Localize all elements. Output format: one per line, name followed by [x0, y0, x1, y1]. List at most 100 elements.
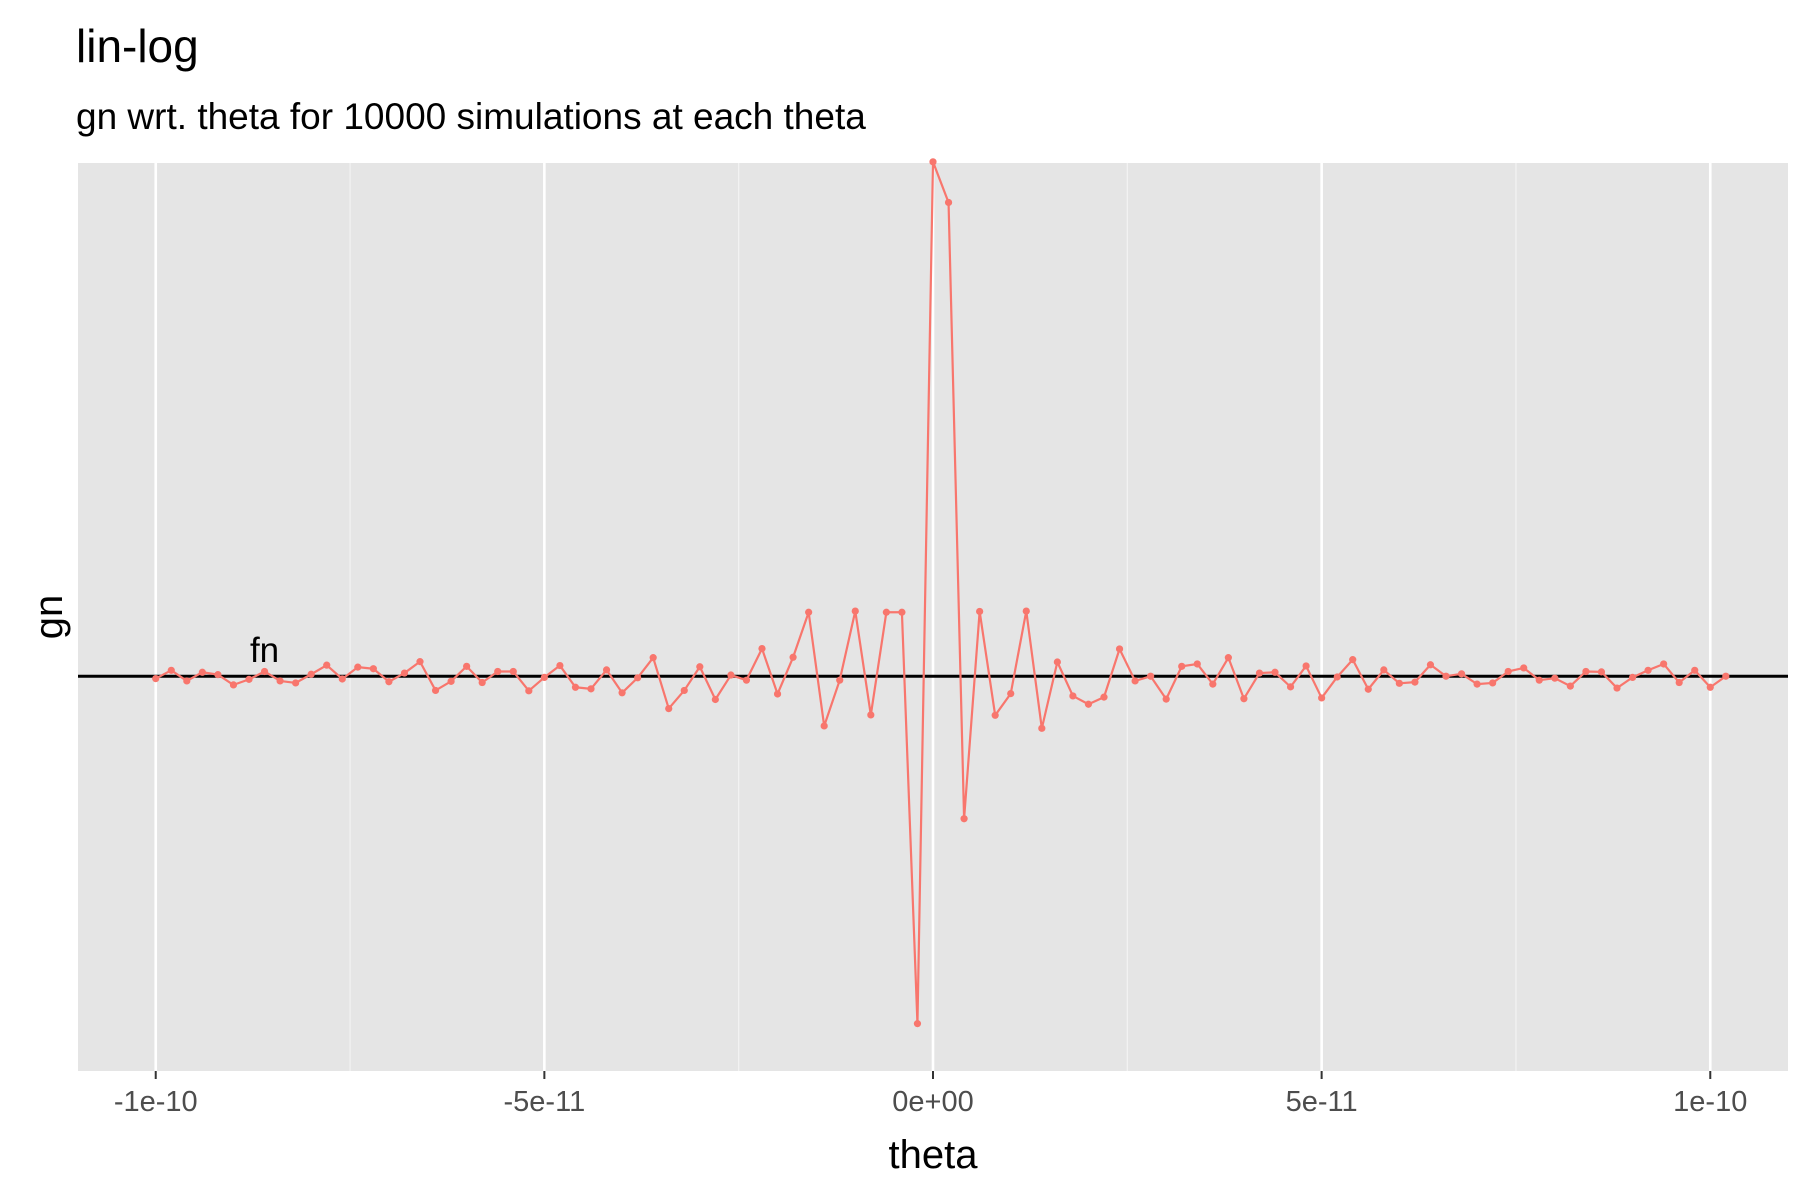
x-tick-label: 0e+00 — [892, 1086, 973, 1118]
data-point — [1582, 667, 1590, 676]
data-point — [944, 198, 953, 207]
chart-subtitle: gn wrt. theta for 10000 simulations at e… — [76, 96, 866, 137]
data-point — [634, 674, 642, 682]
data-point — [431, 686, 440, 695]
data-point — [1318, 694, 1326, 702]
data-point — [1473, 680, 1481, 688]
data-point — [602, 666, 611, 674]
data-point — [805, 608, 813, 616]
data-point — [1162, 695, 1170, 703]
data-point — [1520, 664, 1528, 672]
data-point — [260, 667, 269, 676]
data-point — [991, 711, 999, 719]
data-point — [183, 677, 191, 685]
data-point — [463, 662, 471, 670]
data-point — [1100, 693, 1108, 701]
reference-line-label: fn — [250, 631, 279, 670]
major-gridlines — [154, 163, 1712, 1071]
data-point — [1457, 670, 1466, 678]
data-point — [727, 671, 735, 679]
x-axis-ticks — [154, 1071, 1712, 1079]
data-point — [1115, 645, 1124, 653]
data-point — [1349, 656, 1357, 664]
y-axis-title: gn — [27, 595, 71, 640]
data-point — [1628, 673, 1637, 682]
data-point — [323, 661, 331, 669]
data-point — [1333, 673, 1341, 681]
data-point — [680, 686, 688, 695]
data-point — [587, 685, 595, 693]
data-point — [1022, 607, 1030, 615]
x-tick-label: -5e-11 — [504, 1086, 586, 1118]
data-point — [509, 667, 517, 676]
chart-title: lin-log — [76, 20, 199, 72]
data-point — [976, 607, 984, 616]
data-point — [1644, 666, 1652, 674]
data-point — [1193, 660, 1201, 668]
data-point — [665, 704, 673, 713]
data-point — [1411, 678, 1419, 686]
data-point — [229, 681, 238, 689]
data-point — [618, 689, 626, 697]
data-point — [292, 679, 300, 687]
data-point — [167, 666, 175, 674]
data-point — [1395, 679, 1403, 687]
data-point — [1209, 680, 1217, 688]
data-point — [1675, 678, 1683, 687]
data-point — [882, 608, 890, 616]
data-point — [1535, 676, 1543, 684]
data-point — [416, 658, 424, 666]
x-axis-tick-labels: -1e-10 -5e-11 0e+00 5e-11 1e-10 — [114, 1086, 1748, 1118]
data-point — [494, 667, 502, 676]
data-point — [245, 675, 253, 683]
data-point — [1364, 685, 1372, 693]
data-point — [1271, 668, 1279, 676]
data-point — [898, 608, 906, 616]
series-points — [152, 158, 1730, 1028]
x-axis-title: theta — [889, 1133, 979, 1177]
data-point — [307, 670, 315, 678]
data-point — [198, 668, 206, 676]
data-point — [1084, 700, 1093, 708]
data-point — [1380, 666, 1388, 674]
data-point — [1147, 672, 1155, 680]
data-point — [773, 690, 782, 698]
data-point — [1691, 666, 1699, 674]
data-point — [836, 676, 844, 684]
data-point — [354, 663, 362, 671]
data-point — [1566, 682, 1574, 690]
data-point — [913, 1020, 922, 1028]
data-point — [369, 665, 377, 673]
data-point — [214, 671, 222, 679]
data-point — [1255, 669, 1264, 677]
data-point — [152, 674, 160, 683]
data-point — [789, 653, 797, 661]
data-point — [1007, 689, 1015, 698]
data-point — [742, 676, 751, 684]
data-point — [1426, 661, 1435, 669]
data-point — [478, 678, 486, 687]
data-point — [851, 607, 859, 615]
data-point — [571, 683, 580, 691]
data-point — [556, 661, 564, 670]
data-point — [960, 815, 968, 823]
data-point — [540, 673, 548, 682]
data-point — [1069, 692, 1077, 700]
data-point — [525, 687, 533, 695]
data-point — [1597, 668, 1606, 676]
data-point — [1551, 674, 1559, 682]
data-point — [1442, 672, 1450, 680]
data-point — [867, 711, 875, 719]
data-point — [276, 677, 284, 685]
minor-gridlines — [349, 163, 1517, 1071]
data-point — [385, 678, 393, 686]
data-point — [758, 644, 766, 653]
data-point — [1489, 679, 1497, 687]
data-point — [1722, 672, 1730, 680]
data-point — [1302, 662, 1310, 670]
data-point — [820, 722, 828, 730]
x-tick-label: -1e-10 — [114, 1086, 198, 1118]
x-tick-label: 1e-10 — [1673, 1086, 1747, 1118]
x-tick-label: 5e-11 — [1286, 1086, 1358, 1118]
